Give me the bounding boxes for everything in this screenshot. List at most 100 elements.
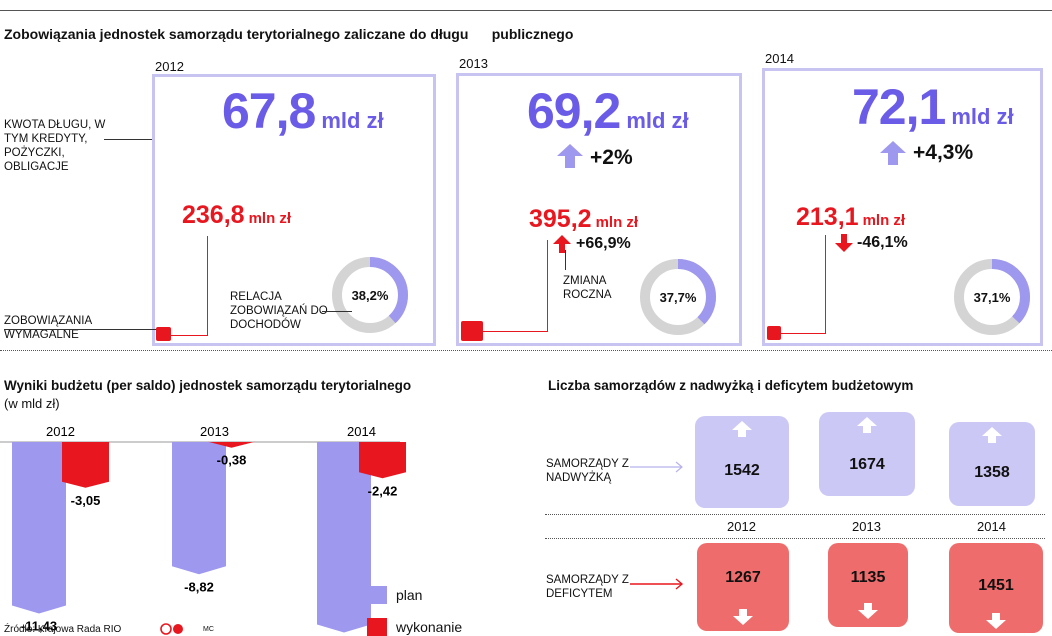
panel-2014-ratio: 37,1% xyxy=(973,290,1011,305)
years-divider-top xyxy=(545,514,1045,515)
debt-amount-label: KWOTA DŁUGU, W TYM KREDYTY, POŻYCZKI, OB… xyxy=(4,119,106,173)
copyright-logo-icon xyxy=(160,623,183,635)
panel-2014-debt-unit: mld zł xyxy=(951,104,1014,129)
deficit-card-2014-down-icon xyxy=(986,613,1006,629)
years-divider-bottom xyxy=(545,538,1045,539)
deficit-card-2012: 1267 xyxy=(697,543,789,631)
panel-2014-red-connector-h xyxy=(780,333,826,334)
panel-2012-debt-number: 67,8 xyxy=(222,83,316,139)
panel-2014-red-connector xyxy=(825,235,826,333)
panel-2013-ratio: 37,7% xyxy=(659,290,697,305)
panel-2013-year: 2013 xyxy=(459,56,488,71)
panel-2013-debt-change: +2% xyxy=(590,146,633,169)
deficit-card-2013: 1135 xyxy=(828,543,908,627)
surplus-arrow-icon xyxy=(630,461,683,473)
source-note: Źródło: Krajowa Rada RIO xyxy=(4,624,122,635)
panel-2012-red-marker xyxy=(156,327,171,341)
count-year-2012: 2012 xyxy=(727,519,756,534)
panel-2012-red-connector xyxy=(207,236,208,336)
debt-amount-leader xyxy=(104,139,152,140)
panel-2014-donut-arc xyxy=(954,259,1030,335)
author-credit: MC xyxy=(203,626,214,633)
count-year-2013: 2013 xyxy=(852,519,881,534)
counts-title: Liczba samorządów z nadwyżką i deficytem… xyxy=(548,378,914,393)
surplus-card-2014-up-icon xyxy=(982,427,1002,443)
panel-2012-due-value: 236,8 mln zł xyxy=(182,203,291,228)
annual-change-label: ZMIANA ROCZNA xyxy=(563,275,612,301)
bar-exec-2012 xyxy=(62,442,109,488)
surplus-value-2014: 1358 xyxy=(974,464,1010,481)
panel-2012-year: 2012 xyxy=(155,59,184,74)
panel-2013-donut xyxy=(640,259,716,335)
panel-2014-up-arrow-icon xyxy=(880,141,906,165)
panel-2014-year: 2014 xyxy=(765,51,794,66)
panel-2013-up-arrow-icon xyxy=(557,144,583,168)
panel-2012-red-connector-h xyxy=(170,335,208,336)
deficit-value-2013: 1135 xyxy=(850,569,886,586)
panel-2013-red-connector xyxy=(547,240,548,332)
budget-subtitle: (w mld zł) xyxy=(4,396,60,411)
panel-2014-due-change: -46,1% xyxy=(857,234,908,251)
panel-2014-donut xyxy=(954,259,1030,335)
bar-label-plan-2012: -11,43 xyxy=(21,618,57,633)
panel-2013-box xyxy=(456,73,742,346)
panel-2012-debt-unit: mld zł xyxy=(321,108,384,133)
top-rule xyxy=(0,10,1052,11)
panel-2014-due-value: 213,1 mln zł xyxy=(796,205,905,230)
surplus-card-2013-up-icon xyxy=(857,417,877,433)
due-liabilities-leader xyxy=(4,329,156,330)
panel-2013-debt-unit: mld zł xyxy=(626,108,689,133)
panel-2013-due-value: 395,2 mln zł xyxy=(529,207,638,232)
panel-2014-due-number: 213,1 xyxy=(796,203,859,231)
bar-plan-2013 xyxy=(172,442,226,575)
surplus-value-2013: 1674 xyxy=(849,456,885,473)
deficit-value-2014: 1451 xyxy=(978,577,1014,594)
bar-plan-2014 xyxy=(317,442,371,633)
deficit-card-2012-down-icon xyxy=(733,609,753,625)
panel-2014-debt-number: 72,1 xyxy=(852,79,946,135)
category-label-2012: 2012 xyxy=(46,424,75,439)
panel-2012-donut xyxy=(332,257,408,333)
panel-2013-due-unit: mln zł xyxy=(595,214,639,231)
panel-2013-debt-number: 69,2 xyxy=(527,83,621,139)
deficit-card-2014: 1451 xyxy=(949,543,1043,633)
deficit-arrow-icon xyxy=(630,578,684,590)
surplus-card-2012-up-icon xyxy=(732,421,752,437)
category-label-2013: 2013 xyxy=(200,424,229,439)
panel-2013-red-connector-h xyxy=(482,331,548,332)
legend-plan-swatch xyxy=(367,586,387,604)
legend-exec-label: wykonanie xyxy=(396,619,463,635)
panel-2013-due-number: 395,2 xyxy=(529,205,592,233)
panel-2014-debt-change: +4,3% xyxy=(913,141,974,164)
panel-2014-red-marker xyxy=(767,326,781,340)
panel-2012-ratio: 38,2% xyxy=(351,288,389,303)
surplus-card-2014: 1358 xyxy=(949,422,1035,506)
category-label-2014: 2014 xyxy=(347,424,376,439)
panel-2012-box xyxy=(152,74,436,346)
panel-2013-donut-arc xyxy=(640,259,716,335)
deficit-card-2013-down-icon xyxy=(858,603,878,619)
surplus-card-2013: 1674 xyxy=(819,412,915,496)
panel-2014-debt-value: 72,1 mld zł xyxy=(852,82,1014,132)
legend-exec-swatch xyxy=(367,618,387,636)
bar-label-exec-2013: -0,38 xyxy=(217,453,247,468)
budget-title: Wyniki budżetu (per saldo) jednostek sam… xyxy=(4,378,412,393)
legend-plan-label: plan xyxy=(396,587,423,603)
panel-2014-box xyxy=(762,68,1043,346)
budget-chart: 2012-11,43-3,052013-8,82-0,382014-12,70-… xyxy=(0,424,406,633)
due-liabilities-label: ZOBOWIĄZANIA WYMAGALNE xyxy=(4,315,92,341)
deficit-value-2012: 1267 xyxy=(725,569,761,586)
count-year-2014: 2014 xyxy=(977,519,1006,534)
panel-2013-debt-value: 69,2 mld zł xyxy=(527,86,689,136)
panel-2012-debt-value: 67,8 mld zł xyxy=(222,86,384,136)
bar-plan-2012 xyxy=(12,442,66,614)
ratio-label: RELACJA ZOBOWIĄZAŃ DO DOCHODÓW xyxy=(230,291,328,331)
deficit-label: SAMORZĄDY Z DEFICYTEM xyxy=(546,574,629,600)
panel-2013-red-marker xyxy=(461,321,483,341)
bar-label-exec-2012: -3,05 xyxy=(71,493,101,508)
surplus-label: SAMORZĄDY Z NADWYŻKĄ xyxy=(546,458,629,484)
panel-2012-due-unit: mln zł xyxy=(248,210,292,227)
bar-exec-2013 xyxy=(208,441,255,448)
panel-2014-down-arrow-icon xyxy=(835,234,853,252)
panel-2013-due-change: +66,9% xyxy=(576,235,631,252)
